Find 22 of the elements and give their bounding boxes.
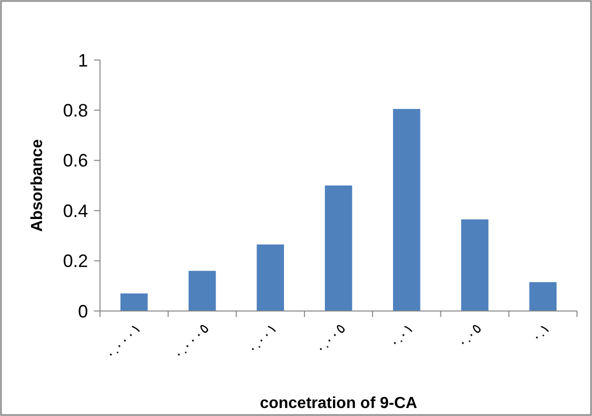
bar [256,244,284,311]
bar [393,108,420,311]
y-axis-title: Absorbance [29,139,46,232]
x-tick-label: ٠.٠٠١ [244,320,280,356]
y-tick-label: 1 [78,50,88,70]
bar [529,282,557,311]
x-tick-label: ٠.٠٠٠١ [102,320,144,362]
x-tick-label: ٠.٠٥ [454,320,485,351]
y-tick-label: 0.6 [62,150,88,171]
bar [461,219,488,311]
x-axis-title: concetration of 9-CA [260,395,418,412]
x-tick-label: ٠.٠١ [386,320,417,351]
y-tick-label: 0.8 [62,100,88,120]
y-tick-label: 0 [78,301,88,322]
bar [120,293,148,311]
x-tick-label: ٠.١ [528,320,554,346]
bar [188,270,216,311]
x-tick-label: ٠.٠٠٠٥ [170,320,212,362]
x-tick-label: ٠.٠٠٥ [312,320,349,356]
y-tick-label: 0.2 [62,251,88,272]
bar [324,186,352,311]
y-tick-label: 0.4 [62,200,88,221]
